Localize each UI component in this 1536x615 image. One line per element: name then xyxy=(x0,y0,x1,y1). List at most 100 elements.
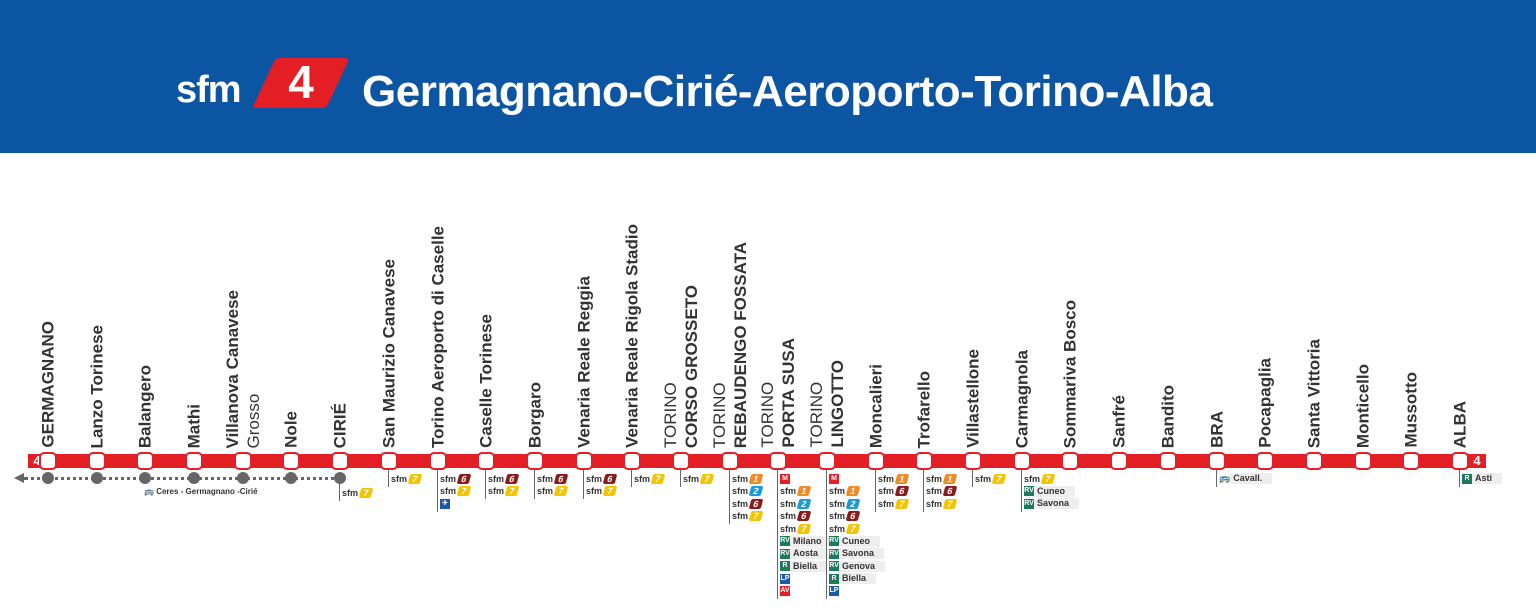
line-end-badge: 4 xyxy=(1468,454,1486,468)
station-stop[interactable] xyxy=(1061,452,1079,470)
connection-line xyxy=(339,484,340,501)
station-name-line: Sommariva Bosco xyxy=(1060,299,1080,448)
station-stop[interactable] xyxy=(526,452,544,470)
station-stop[interactable] xyxy=(234,452,252,470)
station-label: GERMAGNANO xyxy=(38,321,59,448)
bus-stop-dot xyxy=(139,472,151,484)
sfm-text: sfm xyxy=(440,473,457,484)
sfm-line-badge: 7 xyxy=(553,486,569,496)
station-name-line: Santa Vittoria xyxy=(1304,338,1324,448)
sfm-line-badge: 6 xyxy=(894,486,910,496)
sfm-line-badge: 6 xyxy=(845,511,861,521)
station-stop[interactable] xyxy=(477,452,495,470)
connection-rv: RV Cuneo xyxy=(829,535,880,547)
station-label: Sanfré xyxy=(1109,395,1130,448)
station-name-line: Trofarello xyxy=(914,370,934,448)
station-stop[interactable] xyxy=(185,452,203,470)
sfm-line-badge: 6 xyxy=(796,511,812,521)
station-name-line: PORTA SUSA xyxy=(779,338,798,448)
station-stop[interactable] xyxy=(88,452,106,470)
station-stop[interactable] xyxy=(1208,452,1226,470)
connection-line xyxy=(777,470,778,599)
station-stop[interactable] xyxy=(380,452,398,470)
station-stop[interactable] xyxy=(721,452,739,470)
connection-sfm: sfm 7 xyxy=(975,473,1007,484)
station-stop[interactable] xyxy=(623,452,641,470)
station-name-line: CORSO GROSSETO xyxy=(682,284,701,448)
rv-icon: RV xyxy=(780,536,790,546)
station-label: Caselle Torinese xyxy=(476,314,497,448)
station-stop[interactable] xyxy=(136,452,154,470)
connection-line xyxy=(1216,470,1217,487)
rv-icon: RV xyxy=(829,548,839,559)
station-label: Carmagnola xyxy=(1012,350,1033,448)
station-stop[interactable] xyxy=(1159,452,1177,470)
sfm-text: sfm xyxy=(537,486,554,496)
station-stop[interactable] xyxy=(575,452,593,470)
connection-m: M xyxy=(780,473,790,484)
station-name-line: Torino Aeroporto di Caselle xyxy=(428,226,448,448)
rv-icon: RV xyxy=(829,561,839,571)
station-stop[interactable] xyxy=(1354,452,1372,470)
station-label: Villastellone xyxy=(963,349,984,448)
line-number: 4 xyxy=(288,56,314,108)
sfm-text: sfm xyxy=(488,473,505,484)
av-icon: AV xyxy=(780,586,790,596)
destination: Biella xyxy=(839,573,877,584)
bus-branch-note: 🚌 Ceres - Germagnano -Cirié xyxy=(144,487,258,496)
sfm-line-badge: 6 xyxy=(942,486,958,496)
station-stop[interactable] xyxy=(1013,452,1031,470)
station-stop[interactable] xyxy=(1256,452,1274,470)
station-name-line: Bandito xyxy=(1158,384,1178,448)
sfm-line-badge: 1 xyxy=(796,486,812,496)
sfm-text: sfm xyxy=(780,511,797,521)
station-stop[interactable] xyxy=(818,452,836,470)
sfm-text: sfm xyxy=(975,473,992,484)
station-label: TORINO REBAUDENGO FOSSATA xyxy=(709,242,751,448)
station-stop[interactable] xyxy=(867,452,885,470)
station-name-line: Lanzo Torinese xyxy=(87,324,107,448)
destination: Savona xyxy=(1034,498,1080,509)
station-label: Mussotto xyxy=(1401,372,1422,448)
station-stop[interactable] xyxy=(282,452,300,470)
station-stop[interactable] xyxy=(915,452,933,470)
connection-line xyxy=(437,470,438,512)
bus-branch-text: Ceres - Germagnano -Cirié xyxy=(156,487,258,496)
station-stop[interactable] xyxy=(39,452,57,470)
connection-sfm: sfm 7 xyxy=(780,523,812,534)
station-stop[interactable] xyxy=(429,452,447,470)
connection-m: M xyxy=(829,473,839,484)
station-stop[interactable] xyxy=(1305,452,1323,470)
station-stop[interactable] xyxy=(1402,452,1420,470)
station-stop[interactable] xyxy=(964,452,982,470)
connection-sfm: sfm 7 xyxy=(586,486,618,497)
station-stop[interactable] xyxy=(1110,452,1128,470)
station-label: Santa Vittoria xyxy=(1304,339,1325,448)
sfm-text: sfm xyxy=(926,486,943,496)
station-name-line: Caselle Torinese xyxy=(476,314,496,448)
connection-rv: RV Cuneo xyxy=(1024,485,1075,497)
connection-sfm: sfm 1 xyxy=(829,486,861,497)
sfm-text: sfm xyxy=(926,473,943,484)
connection-line xyxy=(1021,470,1022,512)
station-stop[interactable] xyxy=(1451,452,1469,470)
connection-line xyxy=(534,470,535,499)
station-stop[interactable] xyxy=(331,452,349,470)
destination: Savona xyxy=(839,548,885,559)
sfm-line-badge: 7 xyxy=(504,486,520,496)
connection-sfm: sfm 6 xyxy=(586,473,618,484)
station-name-line: REBAUDENGO FOSSATA xyxy=(731,241,750,448)
station-name-line: Venaria Reale Rigola Stadio xyxy=(622,224,642,448)
station-name-line: Grosso xyxy=(244,393,263,448)
station-name-line: CIRIÉ xyxy=(330,402,350,448)
sfm-text: sfm xyxy=(634,473,651,484)
connection-sfm: sfm 2 xyxy=(829,498,861,509)
sfm-text: sfm xyxy=(878,473,895,484)
station-label: Villanova Canavese Grosso xyxy=(222,290,264,448)
sfm-line-badge: 7 xyxy=(602,486,618,496)
sfm-line-badge: 6 xyxy=(602,473,618,484)
station-stop[interactable] xyxy=(769,452,787,470)
connection-sfm: sfm 7 xyxy=(488,486,520,497)
station-stop[interactable] xyxy=(672,452,690,470)
station-name-line: Moncalieri xyxy=(866,363,886,448)
